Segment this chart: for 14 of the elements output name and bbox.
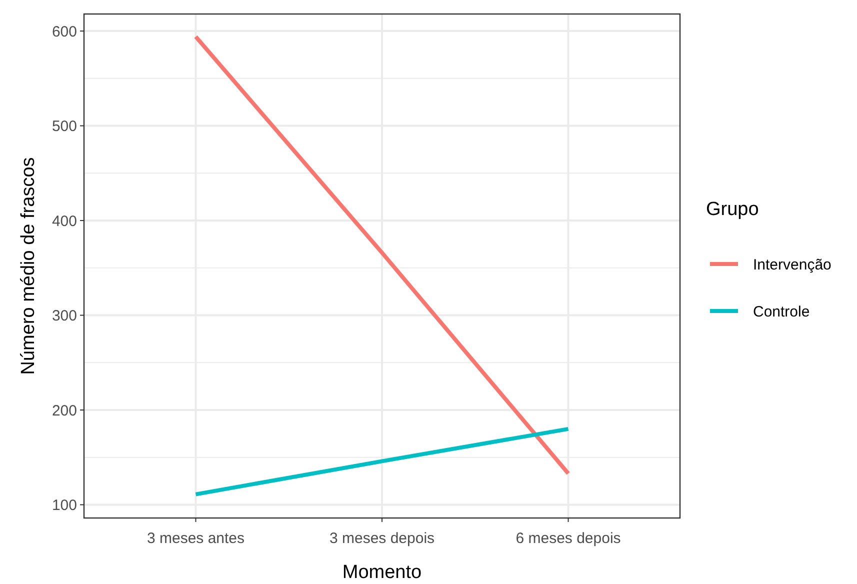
- y-tick-label: 500: [52, 118, 77, 136]
- x-tick-label: 3 meses antes: [146, 530, 245, 547]
- y-tick-label: 400: [52, 212, 77, 230]
- y-tick-label: 100: [52, 496, 77, 514]
- y-tick-label: 600: [52, 23, 77, 40]
- y-axis-title: Número médio de frascos: [18, 157, 39, 375]
- y-tick-label: 200: [52, 402, 77, 420]
- legend-label: Intervenção: [753, 256, 832, 274]
- legend-title: Grupo: [706, 199, 759, 220]
- x-axis-title: Momento: [342, 562, 422, 583]
- x-tick-label: 6 meses depois: [516, 530, 621, 547]
- legend-label: Controle: [753, 303, 810, 320]
- x-tick-label: 3 meses depois: [329, 530, 435, 547]
- y-tick-label: 300: [52, 308, 77, 325]
